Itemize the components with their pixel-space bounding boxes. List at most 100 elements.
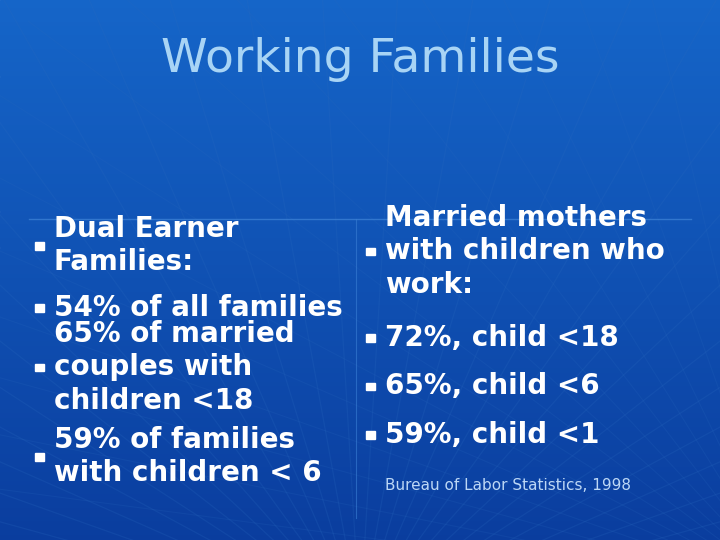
Bar — [0, 279, 720, 284]
Bar — [0, 148, 720, 153]
Bar — [0, 243, 720, 247]
Bar — [0, 297, 720, 301]
Bar — [0, 338, 720, 342]
Text: 59% of families
with children < 6: 59% of families with children < 6 — [54, 426, 322, 487]
Bar — [0, 396, 720, 401]
Text: Bureau of Labor Statistics, 1998: Bureau of Labor Statistics, 1998 — [385, 478, 631, 494]
Bar — [0, 185, 720, 189]
Bar — [0, 198, 720, 202]
Bar — [0, 54, 720, 58]
Bar — [0, 513, 720, 517]
Bar — [0, 139, 720, 144]
Bar — [0, 495, 720, 500]
Bar — [366, 431, 376, 439]
Bar — [0, 126, 720, 131]
Text: 65% of married
couples with
children <18: 65% of married couples with children <18 — [54, 320, 294, 415]
Bar — [0, 212, 720, 216]
Bar — [0, 207, 720, 212]
Bar — [0, 63, 720, 68]
Bar — [0, 189, 720, 193]
Bar — [0, 40, 720, 45]
Bar — [0, 468, 720, 472]
Text: 65%, child <6: 65%, child <6 — [385, 372, 600, 400]
Bar — [0, 328, 720, 333]
Bar — [35, 453, 45, 461]
Bar — [0, 4, 720, 9]
Bar — [0, 320, 720, 324]
Bar — [0, 418, 720, 423]
Bar — [0, 36, 720, 40]
Bar — [0, 202, 720, 207]
Bar — [0, 72, 720, 77]
Bar — [0, 342, 720, 347]
Bar — [0, 176, 720, 180]
Text: 59%, child <1: 59%, child <1 — [385, 421, 600, 449]
Bar — [0, 112, 720, 117]
Bar — [0, 14, 720, 18]
Bar — [0, 436, 720, 441]
Bar — [0, 90, 720, 94]
Bar — [0, 27, 720, 31]
Bar — [0, 351, 720, 355]
Bar — [0, 446, 720, 450]
Bar — [0, 293, 720, 297]
Bar — [0, 50, 720, 54]
Bar — [0, 441, 720, 445]
Bar — [0, 18, 720, 23]
Bar — [0, 108, 720, 112]
Bar — [0, 284, 720, 288]
Bar — [0, 216, 720, 220]
Bar — [0, 99, 720, 104]
Bar — [0, 477, 720, 482]
Bar — [0, 153, 720, 158]
Bar — [366, 247, 376, 255]
Bar — [0, 428, 720, 432]
Bar — [0, 450, 720, 455]
Bar — [0, 522, 720, 526]
Bar — [0, 405, 720, 409]
Bar — [0, 401, 720, 405]
Bar — [0, 270, 720, 274]
Bar — [0, 490, 720, 495]
Bar — [0, 23, 720, 27]
Bar — [0, 104, 720, 108]
Bar — [0, 472, 720, 477]
Bar — [0, 509, 720, 513]
Bar — [0, 158, 720, 162]
Bar — [0, 193, 720, 198]
Bar — [0, 247, 720, 252]
Bar — [0, 81, 720, 85]
Bar — [0, 144, 720, 148]
Bar — [35, 242, 45, 250]
Text: Married mothers
with children who
work:: Married mothers with children who work: — [385, 204, 665, 299]
Bar — [0, 220, 720, 225]
Bar — [0, 85, 720, 90]
Bar — [0, 68, 720, 72]
Bar — [0, 315, 720, 320]
Bar — [0, 369, 720, 374]
Bar — [0, 392, 720, 396]
Bar — [0, 455, 720, 459]
Bar — [0, 378, 720, 382]
Bar — [366, 383, 376, 390]
Bar — [0, 135, 720, 139]
Bar — [0, 0, 720, 4]
Bar — [0, 288, 720, 293]
Bar — [0, 486, 720, 490]
Bar — [0, 225, 720, 229]
Text: 72%, child <18: 72%, child <18 — [385, 323, 619, 352]
Bar — [0, 166, 720, 171]
Bar — [0, 347, 720, 351]
Bar — [0, 374, 720, 378]
Bar — [0, 162, 720, 166]
Bar — [0, 333, 720, 338]
Bar — [0, 482, 720, 486]
Bar — [0, 310, 720, 315]
Bar — [0, 459, 720, 463]
Bar — [0, 324, 720, 328]
Bar — [0, 423, 720, 428]
Bar — [0, 355, 720, 360]
Bar — [0, 301, 720, 306]
Bar — [0, 252, 720, 256]
Bar — [0, 274, 720, 279]
